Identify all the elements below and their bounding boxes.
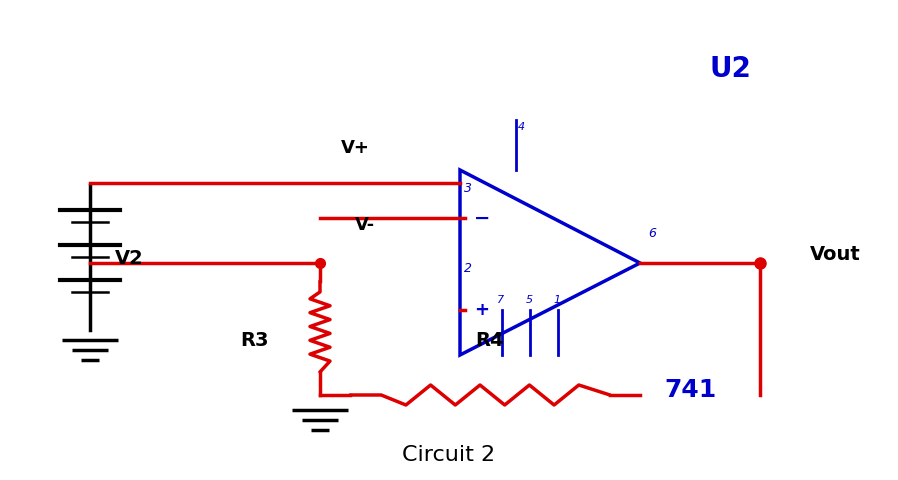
- Text: Circuit 2: Circuit 2: [402, 445, 496, 465]
- Text: 3: 3: [464, 182, 472, 195]
- Text: R3: R3: [241, 331, 269, 349]
- Text: V-: V-: [355, 216, 375, 234]
- Text: 2: 2: [464, 262, 472, 275]
- Text: 741: 741: [664, 378, 716, 402]
- Text: V+: V+: [341, 139, 370, 157]
- Text: V2: V2: [115, 249, 144, 267]
- Text: +: +: [474, 301, 489, 319]
- Text: 1: 1: [553, 295, 560, 305]
- Text: −: −: [474, 208, 490, 228]
- Text: R4: R4: [476, 331, 505, 350]
- Text: 6: 6: [648, 227, 656, 240]
- Text: U2: U2: [710, 55, 752, 83]
- Text: Vout: Vout: [810, 245, 861, 264]
- Text: 4: 4: [518, 122, 525, 132]
- Text: 5: 5: [525, 295, 533, 305]
- Text: 7: 7: [497, 295, 505, 305]
